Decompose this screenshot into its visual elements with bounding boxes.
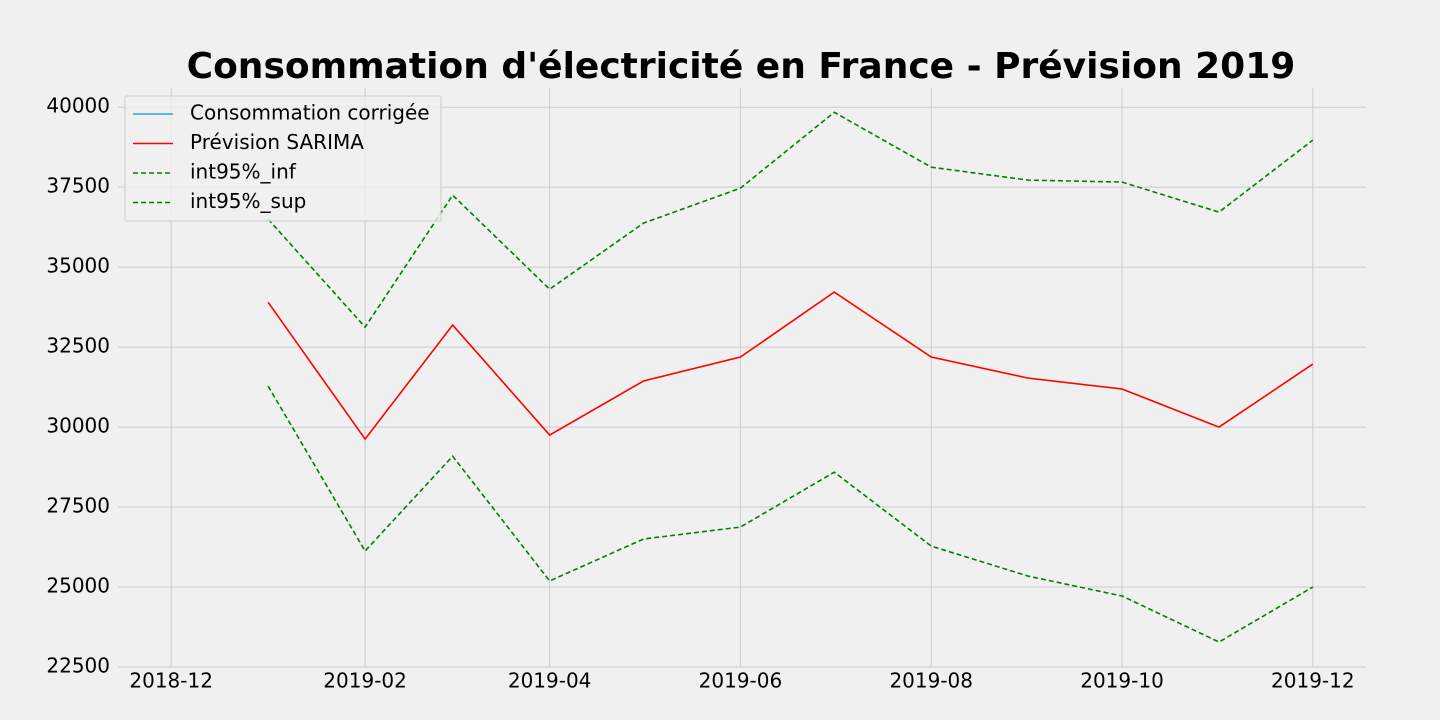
legend-label: int95%_sup: [190, 189, 306, 213]
x-tick-label: 2019-08: [889, 669, 973, 693]
y-tick-label: 27500: [46, 494, 110, 518]
chart-title: Consommation d'électricité en France - P…: [187, 46, 1296, 87]
legend-label: int95%_inf: [190, 160, 297, 184]
y-tick-label: 25000: [46, 574, 110, 598]
legend-label: Prévision SARIMA: [190, 130, 364, 154]
legend-label: Consommation corrigée: [190, 101, 430, 125]
x-tick-label: 2019-04: [508, 669, 592, 693]
series-line: [267, 385, 1314, 643]
grid: 22500 25000 27500 30000 32500 35000 37500 40000…: [46, 88, 1366, 693]
lines: [267, 111, 1314, 643]
y-tick-label: 32500: [46, 334, 110, 358]
legend: Consommation corrigée Prévision SARIMA int…: [124, 95, 442, 222]
x-tick-label: 2019-10: [1080, 669, 1164, 693]
y-tick-label: 35000: [46, 254, 110, 278]
series-line: [267, 291, 1314, 441]
series-line: [267, 111, 1314, 329]
y-tick-label: 30000: [46, 414, 110, 438]
legend-box: [124, 95, 442, 222]
y-tick-label: 40000: [46, 94, 110, 118]
x-tick-label: 2019-02: [323, 669, 407, 693]
y-tick-label: 22500: [46, 654, 110, 678]
y-tick-label: 37500: [46, 174, 110, 198]
x-tick-label: 2019-06: [699, 669, 783, 693]
x-tick-label: 2018-12: [129, 669, 213, 693]
x-tick-label: 2019-12: [1271, 669, 1355, 693]
